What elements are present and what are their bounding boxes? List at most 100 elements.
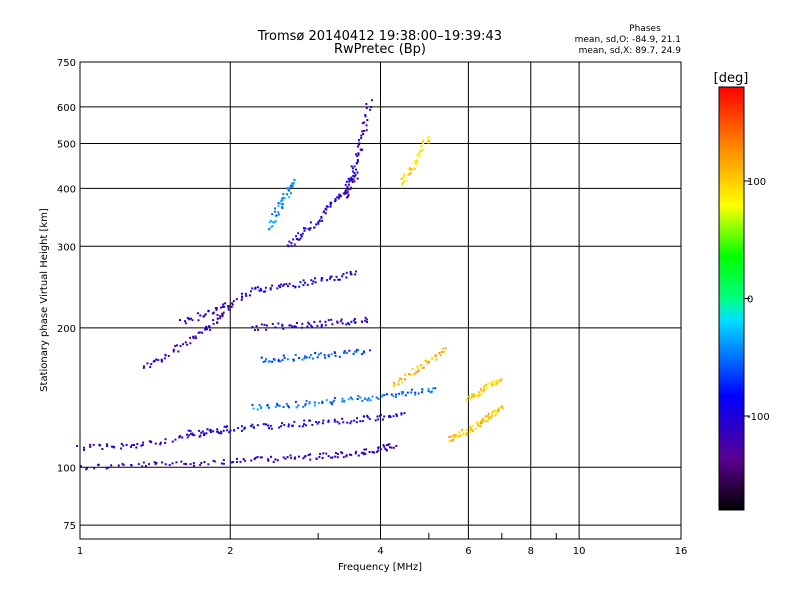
scatter-point bbox=[92, 443, 95, 446]
scatter-point bbox=[383, 415, 386, 418]
colorbar-label: [deg] bbox=[714, 71, 749, 86]
scatter-point bbox=[120, 442, 123, 445]
scatter-point bbox=[345, 351, 348, 354]
scatter-point bbox=[290, 244, 293, 247]
phase-legend-line-o: mean, sd,O: -84.9, 21.1 bbox=[575, 35, 681, 45]
scatter-point bbox=[414, 393, 417, 396]
scatter-point bbox=[144, 465, 147, 468]
scatter-point bbox=[347, 177, 350, 180]
scatter-point bbox=[357, 152, 360, 155]
scatter-point bbox=[277, 284, 280, 287]
x-tick-label: 2 bbox=[227, 546, 233, 557]
scatter-point bbox=[309, 354, 312, 357]
scatter-point bbox=[273, 221, 276, 224]
scatter-point bbox=[357, 143, 360, 146]
scatter-point bbox=[313, 320, 316, 323]
scatter-point bbox=[370, 106, 373, 109]
scatter-point bbox=[371, 395, 374, 398]
scatter-point bbox=[130, 464, 133, 467]
scatter-point bbox=[281, 199, 284, 202]
scatter-point bbox=[219, 315, 222, 318]
scatter-point bbox=[355, 162, 358, 165]
scatter-point bbox=[286, 244, 289, 247]
scatter-point bbox=[354, 321, 357, 324]
scatter-point bbox=[189, 463, 192, 466]
scatter-point bbox=[227, 308, 230, 311]
scatter-point bbox=[409, 373, 412, 376]
scatter-point bbox=[443, 350, 446, 353]
scatter-point bbox=[369, 399, 372, 402]
scatter-point bbox=[195, 337, 198, 340]
scatter-point bbox=[89, 443, 92, 446]
scatter-point bbox=[188, 317, 191, 320]
scatter-point bbox=[256, 408, 259, 411]
scatter-point bbox=[286, 456, 289, 459]
scatter-point bbox=[317, 421, 320, 424]
scatter-point bbox=[417, 392, 420, 395]
scatter-point bbox=[260, 356, 263, 359]
scatter-point bbox=[312, 280, 315, 283]
scatter-point bbox=[362, 133, 365, 136]
scatter-point bbox=[212, 319, 215, 322]
scatter-point bbox=[157, 359, 160, 362]
scatter-point bbox=[426, 362, 429, 365]
scatter-point bbox=[346, 322, 349, 325]
scatter-point bbox=[479, 425, 482, 428]
phase-legend-title: Phases bbox=[629, 24, 661, 34]
scatter-point bbox=[395, 413, 398, 416]
scatter-point bbox=[408, 173, 411, 176]
scatter-point bbox=[346, 186, 349, 189]
scatter-point bbox=[278, 404, 281, 407]
scatter-point bbox=[356, 159, 359, 162]
scatter-point bbox=[309, 221, 312, 224]
scatter-point bbox=[293, 178, 296, 181]
scatter-point bbox=[355, 168, 358, 171]
scatter-point bbox=[366, 119, 369, 122]
scatter-point bbox=[267, 459, 270, 462]
scatter-point bbox=[468, 431, 471, 434]
scatter-point bbox=[417, 370, 420, 373]
scatter-point bbox=[334, 198, 337, 201]
scatter-point bbox=[268, 228, 271, 231]
scatter-point bbox=[226, 429, 229, 432]
scatter-point bbox=[494, 414, 497, 417]
scatter-point bbox=[154, 442, 157, 445]
scatter-point bbox=[201, 430, 204, 433]
scatter-point bbox=[387, 444, 390, 447]
scatter-point bbox=[307, 321, 310, 324]
scatter-point bbox=[300, 235, 303, 238]
scatter-point bbox=[333, 420, 336, 423]
scatter-point bbox=[389, 416, 392, 419]
scatter-point bbox=[309, 453, 312, 456]
scatter-point bbox=[407, 167, 410, 170]
scatter-point bbox=[427, 141, 430, 144]
scatter-point bbox=[216, 314, 219, 317]
scatter-point bbox=[339, 194, 342, 197]
scatter-point bbox=[330, 353, 333, 356]
scatter-point bbox=[149, 366, 152, 369]
scatter-point bbox=[313, 277, 316, 280]
scatter-point bbox=[357, 153, 360, 156]
scatter-point bbox=[164, 463, 167, 466]
scatter-point bbox=[282, 406, 285, 409]
scatter-point bbox=[316, 324, 319, 327]
scatter-point bbox=[351, 170, 354, 173]
scatter-point bbox=[212, 459, 215, 462]
scatter-point bbox=[342, 192, 345, 195]
scatter-point bbox=[406, 174, 409, 177]
scatter-point bbox=[315, 458, 318, 461]
scatter-point bbox=[341, 275, 344, 278]
scatter-point bbox=[97, 463, 100, 466]
scatter-point bbox=[333, 399, 336, 402]
scatter-point bbox=[346, 195, 349, 198]
scatter-point bbox=[262, 360, 265, 363]
scatter-point bbox=[386, 393, 389, 396]
scatter-point bbox=[402, 391, 405, 394]
scatter-point bbox=[353, 180, 356, 183]
scatter-point bbox=[294, 326, 297, 329]
scatter-point bbox=[364, 115, 367, 118]
scatter-point bbox=[269, 424, 272, 427]
scatter-point bbox=[222, 462, 225, 465]
scatter-point bbox=[277, 360, 280, 363]
scatter-point bbox=[271, 225, 274, 228]
